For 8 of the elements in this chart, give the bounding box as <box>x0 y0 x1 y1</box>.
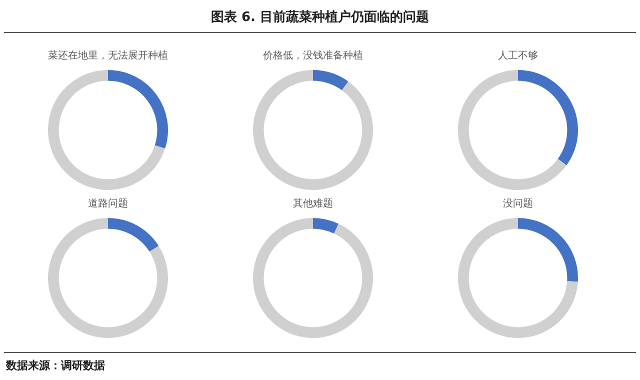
chart-title: 人工不够 <box>498 50 538 62</box>
chart-title: 菜还在地里，无法展开种植 <box>48 50 168 62</box>
chart-title: 其他难题 <box>293 198 333 210</box>
source-note: 数据来源：调研数据 <box>6 358 105 373</box>
chart-title: 道路问题 <box>88 198 128 210</box>
text: 图表 6. 目前蔬菜种植户仍面临的问题 <box>210 8 430 26</box>
chart-title: 没问题 <box>503 198 533 210</box>
chart-title: 价格低，没钱准备种植 <box>262 50 363 62</box>
